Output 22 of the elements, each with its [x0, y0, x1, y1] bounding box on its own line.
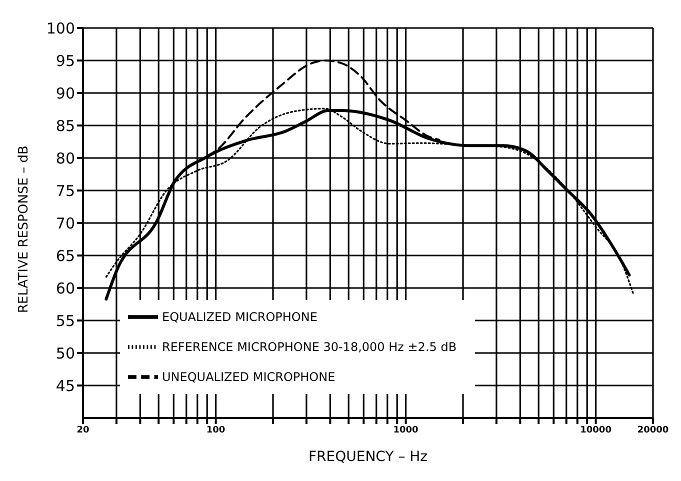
x-tick-label: 10000 — [580, 425, 612, 436]
y-tick-label: 55 — [56, 312, 75, 330]
x-tick-label: 20 — [76, 425, 90, 436]
y-tick-label: 65 — [56, 246, 75, 265]
y-tick-label: 45 — [56, 376, 75, 395]
y-tick-label: 75 — [56, 182, 75, 200]
y-axis-title: RELATIVE RESPONSE – dB — [16, 146, 32, 313]
legend-label: EQUALIZED MICROPHONE — [162, 310, 318, 324]
legend-label: UNEQUALIZED MICROPHONE — [162, 370, 336, 384]
y-tick-label: 100 — [46, 19, 75, 38]
x-tick-label: 1000 — [393, 425, 418, 436]
y-tick-label: 90 — [56, 84, 75, 102]
x-tick-label: 20000 — [637, 425, 669, 436]
y-tick-label: 85 — [56, 116, 75, 135]
y-tick-label: 60 — [56, 279, 75, 298]
x-tick-label: 100 — [206, 425, 226, 436]
y-tick-label: 80 — [56, 149, 75, 168]
y-tick-label: 50 — [56, 344, 75, 362]
legend-label: REFERENCE MICROPHONE 30-18,000 Hz ±2.5 dB — [162, 340, 457, 354]
y-tick-label: 95 — [56, 52, 75, 70]
y-tick-label: 70 — [56, 214, 75, 232]
x-axis-title: FREQUENCY – Hz — [308, 449, 428, 465]
